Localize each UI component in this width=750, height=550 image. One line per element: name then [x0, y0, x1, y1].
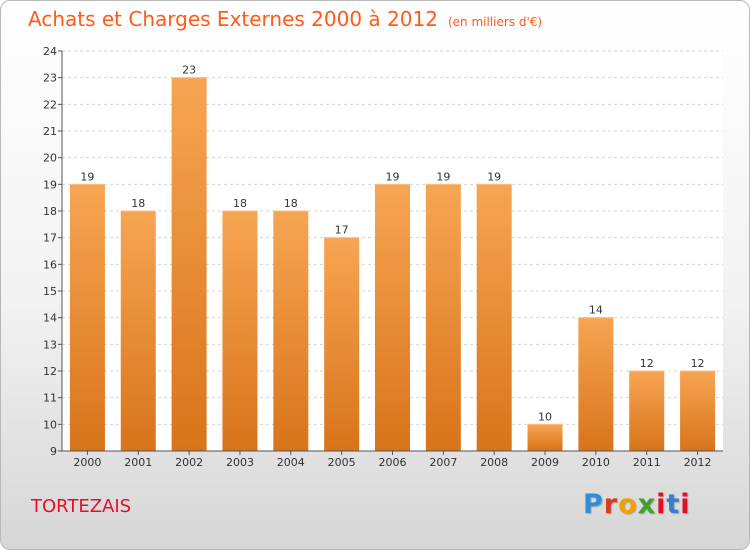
x-tick-label: 2008 — [480, 456, 508, 469]
x-tick-label: 2006 — [379, 456, 407, 469]
y-tick-label: 12 — [43, 365, 57, 378]
y-tick-label: 24 — [43, 45, 57, 58]
data-label: 23 — [182, 64, 196, 77]
chart-unit: (en milliers d'€) — [447, 15, 543, 29]
x-tick-label: 2002 — [175, 456, 203, 469]
y-tick-label: 15 — [43, 285, 57, 298]
data-label: 19 — [487, 170, 501, 183]
data-label: 19 — [386, 170, 400, 183]
x-axis: 2000 2001 2002 2003 2004 2005 2006 2007 2008 2009… — [62, 450, 723, 469]
x-tick-label: 2003 — [226, 456, 254, 469]
data-label: 12 — [640, 357, 654, 370]
data-label: 10 — [538, 410, 552, 423]
x-tick-label: 2004 — [277, 456, 305, 469]
y-tick-label: 18 — [43, 205, 57, 218]
bar-2009 — [527, 424, 563, 451]
y-tick-label: 23 — [43, 72, 57, 85]
y-tick-label: 14 — [43, 312, 57, 325]
x-tick-label: 2007 — [429, 456, 457, 469]
bar-2004 — [273, 211, 309, 451]
proxiti-logo: Proxiti — [583, 489, 691, 520]
data-label: 18 — [284, 197, 298, 210]
bars — [69, 77, 716, 452]
x-tick-label: 2009 — [531, 456, 559, 469]
commune-name: TORTEZAIS — [31, 496, 132, 517]
data-label: 19 — [436, 170, 450, 183]
y-tick-label: 17 — [43, 232, 57, 245]
y-tick-label: 19 — [43, 178, 57, 191]
y-tick-label: 11 — [43, 392, 57, 405]
y-tick-label: 21 — [43, 125, 57, 138]
bar-2007 — [425, 184, 461, 452]
data-label: 18 — [131, 197, 145, 210]
bar-2005 — [324, 237, 360, 451]
x-tick-label: 2011 — [633, 456, 661, 469]
x-tick-label: 2000 — [73, 456, 101, 469]
bar-2012 — [680, 371, 716, 451]
x-tick-label: 2005 — [328, 456, 356, 469]
y-tick-label: 13 — [43, 338, 57, 351]
data-label: 17 — [335, 224, 349, 237]
chart-title: Achats et Charges Externes 2000 à 2012 (e… — [28, 7, 542, 31]
bar-2000 — [69, 184, 105, 452]
bar-2003 — [222, 211, 258, 451]
data-label: 12 — [691, 357, 705, 370]
y-tick-label: 16 — [43, 258, 57, 271]
y-tick-label: 22 — [43, 98, 57, 111]
chart-title-text: Achats et Charges Externes 2000 à 2012 — [28, 7, 438, 31]
bar-2001 — [120, 211, 156, 451]
y-axis: 9 10 11 12 13 14 15 16 17 18 19 20 21 22 23 24 — [43, 45, 63, 458]
x-tick-label: 2001 — [124, 456, 152, 469]
bar-2011 — [629, 371, 665, 451]
y-tick-label: 20 — [43, 152, 57, 165]
bar-2008 — [476, 184, 512, 452]
bar-2010 — [578, 317, 614, 451]
y-tick-label: 9 — [50, 445, 57, 458]
x-tick-label: 2010 — [582, 456, 610, 469]
data-label: 14 — [589, 304, 603, 317]
data-label: 19 — [80, 170, 94, 183]
x-tick-label: 2012 — [684, 456, 712, 469]
data-label: 18 — [233, 197, 247, 210]
y-tick-label: 10 — [43, 418, 57, 431]
bar-2002 — [171, 77, 207, 452]
data-labels: 19 18 23 18 18 17 19 19 19 10 14 12 12 — [80, 64, 704, 424]
bar-2006 — [375, 184, 410, 452]
